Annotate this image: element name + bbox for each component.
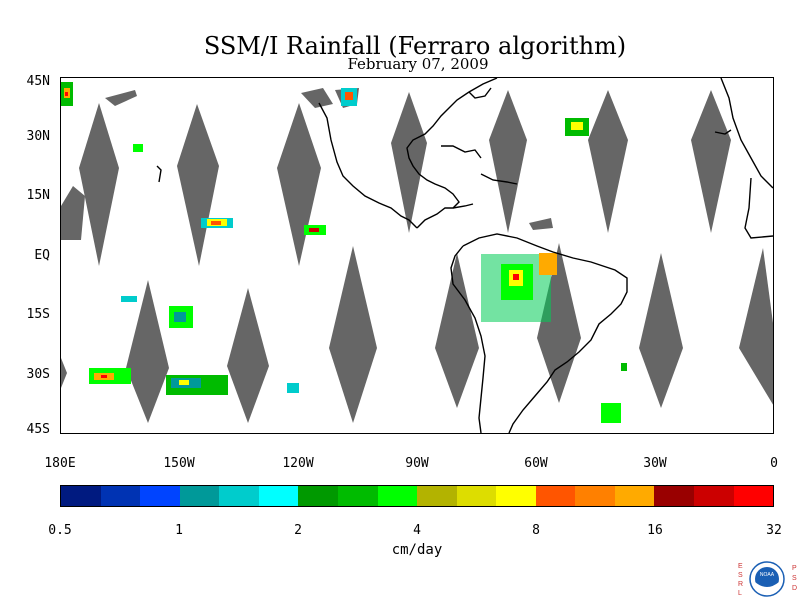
svg-text:D: D	[792, 585, 797, 592]
colorbar-tick-8: 8	[532, 523, 540, 538]
colorbar-tick-2: 2	[294, 523, 302, 538]
figure-title: SSM/I Rainfall (Ferraro algorithm)	[203, 32, 627, 60]
svg-text:R: R	[738, 581, 743, 588]
rain-areas	[61, 82, 627, 423]
svg-text:L: L	[738, 590, 742, 597]
lon-label-90w: 90W	[405, 456, 429, 471]
colorbar-tick-16: 16	[647, 523, 663, 538]
lat-label-15s: 15S	[26, 307, 50, 322]
lat-label-45n: 45N	[26, 74, 50, 89]
colorbar-swatch-11	[496, 486, 536, 506]
lat-label-30s: 30S	[26, 367, 50, 382]
lon-label-0: 0	[770, 456, 778, 471]
coastlines	[156, 78, 773, 433]
svg-text:E: E	[738, 563, 743, 570]
figure-date: February 07, 2009	[347, 55, 489, 73]
svg-text:P: P	[792, 565, 797, 572]
colorbar-swatch-15	[654, 486, 694, 506]
lon-label-30w: 30W	[643, 456, 667, 471]
svg-text:S: S	[738, 572, 743, 579]
colorbar-swatch-5	[258, 486, 299, 506]
colorbar-swatch-2	[140, 486, 180, 506]
lon-label-120w: 120W	[282, 456, 314, 471]
colorbar-tick-32: 32	[766, 523, 782, 538]
lon-label-180e: 180E	[44, 456, 76, 471]
noaa-esrl-psd-logo: E S R L NOAA P S D	[738, 561, 797, 597]
colorbar-swatch-7	[337, 486, 378, 506]
map-canvas	[61, 78, 773, 433]
lon-label-60w: 60W	[524, 456, 548, 471]
colorbar-swatch-3	[179, 486, 220, 506]
colorbar-swatch-13	[575, 486, 615, 506]
colorbar-swatch-6	[298, 486, 338, 506]
colorbar-swatch-0	[61, 486, 101, 506]
colorbar-tick-1: 1	[175, 523, 183, 538]
lat-label-15n: 15N	[26, 188, 50, 203]
lat-label-eq: EQ	[34, 248, 50, 263]
lat-label-30n: 30N	[26, 129, 50, 144]
lat-label-45s: 45S	[26, 422, 50, 437]
colorbar-swatch-17	[733, 486, 774, 506]
colorbar-swatch-9	[417, 486, 457, 506]
colorbar-swatch-8	[377, 486, 418, 506]
map-panel	[60, 77, 774, 434]
colorbar-swatch-14	[614, 486, 655, 506]
svg-text:NOAA: NOAA	[760, 572, 775, 578]
colorbar-units-label: cm/day	[391, 542, 443, 558]
svg-text:S: S	[792, 575, 797, 582]
colorbar-tick-4: 4	[413, 523, 421, 538]
colorbar-swatch-4	[219, 486, 259, 506]
colorbar-swatch-16	[694, 486, 734, 506]
colorbar-swatch-10	[456, 486, 497, 506]
colorbar-swatch-12	[535, 486, 576, 506]
colorbar-swatch-1	[100, 486, 141, 506]
lon-label-150w: 150W	[163, 456, 195, 471]
color-scale-bar	[60, 485, 774, 507]
colorbar-tick-0-5: 0.5	[48, 523, 72, 538]
